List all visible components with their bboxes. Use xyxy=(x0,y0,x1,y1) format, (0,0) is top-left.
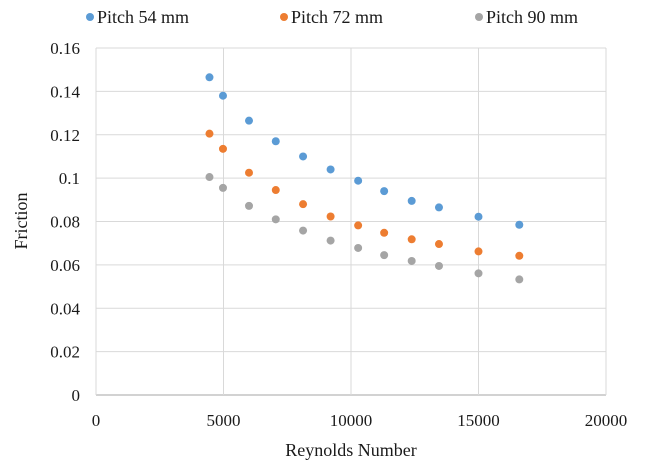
point-series-2 xyxy=(299,200,308,209)
grid-lines xyxy=(95,47,607,396)
x-tick-label: 0 xyxy=(92,411,101,430)
x-tick-label: 20000 xyxy=(585,411,628,430)
point-series-1 xyxy=(218,91,227,100)
point-series-1 xyxy=(205,73,214,82)
legend-marker xyxy=(86,13,94,21)
y-tick-label: 0.12 xyxy=(50,126,80,145)
point-series-2 xyxy=(354,221,363,230)
point-series-3 xyxy=(271,215,280,224)
point-series-1 xyxy=(326,165,335,174)
legend-marker xyxy=(280,13,288,21)
point-series-2 xyxy=(218,144,227,153)
y-axis-title: Friction xyxy=(11,193,31,250)
point-series-3 xyxy=(205,173,214,182)
point-series-2 xyxy=(474,247,483,256)
point-series-1 xyxy=(515,220,524,229)
point-series-1 xyxy=(354,176,363,185)
x-tick-label: 10000 xyxy=(330,411,373,430)
data-points xyxy=(205,73,524,284)
point-series-3 xyxy=(380,251,389,260)
point-series-3 xyxy=(245,201,253,210)
point-series-2 xyxy=(434,240,443,249)
y-tick-label: 0.06 xyxy=(50,256,80,275)
y-tick-label: 0.02 xyxy=(50,343,80,362)
point-series-2 xyxy=(245,168,253,177)
point-series-2 xyxy=(407,235,416,244)
point-series-1 xyxy=(271,137,280,146)
y-tick-label: 0 xyxy=(72,386,81,405)
legend-marker xyxy=(475,13,483,21)
point-series-1 xyxy=(434,203,443,212)
point-series-1 xyxy=(474,212,483,221)
point-series-1 xyxy=(407,196,416,205)
x-tick-label: 5000 xyxy=(207,411,241,430)
y-tick-labels: 0 0.02 0.04 0.06 0.08 0.1 0.12 0.14 0.16 xyxy=(50,39,80,405)
point-series-3 xyxy=(407,256,416,265)
y-tick-label: 0.08 xyxy=(50,213,80,232)
point-series-2 xyxy=(326,212,335,221)
x-tick-label: 15000 xyxy=(457,411,500,430)
y-tick-label: 0.04 xyxy=(50,299,80,318)
legend: Pitch 54 mm Pitch 72 mm Pitch 90 mm xyxy=(86,7,578,27)
legend-label: Pitch 72 mm xyxy=(291,7,383,27)
point-series-3 xyxy=(515,275,524,284)
legend-label: Pitch 54 mm xyxy=(97,7,189,27)
point-series-3 xyxy=(218,183,227,192)
x-tick-labels: 0 5000 10000 15000 20000 xyxy=(92,411,628,430)
point-series-2 xyxy=(380,228,389,237)
legend-label: Pitch 90 mm xyxy=(486,7,578,27)
point-series-1 xyxy=(299,152,308,161)
point-series-2 xyxy=(205,129,214,138)
point-series-3 xyxy=(354,243,363,252)
y-tick-label: 0.14 xyxy=(50,82,80,101)
y-tick-label: 0.16 xyxy=(50,39,80,58)
x-axis-title: Reynolds Number xyxy=(285,440,416,460)
point-series-2 xyxy=(515,251,524,260)
point-series-3 xyxy=(326,236,335,245)
point-series-3 xyxy=(299,226,308,235)
point-series-3 xyxy=(474,269,483,278)
y-tick-label: 0.1 xyxy=(59,169,80,188)
point-series-1 xyxy=(380,187,389,196)
point-series-3 xyxy=(434,261,443,270)
point-series-1 xyxy=(245,116,253,125)
point-series-2 xyxy=(271,186,280,195)
